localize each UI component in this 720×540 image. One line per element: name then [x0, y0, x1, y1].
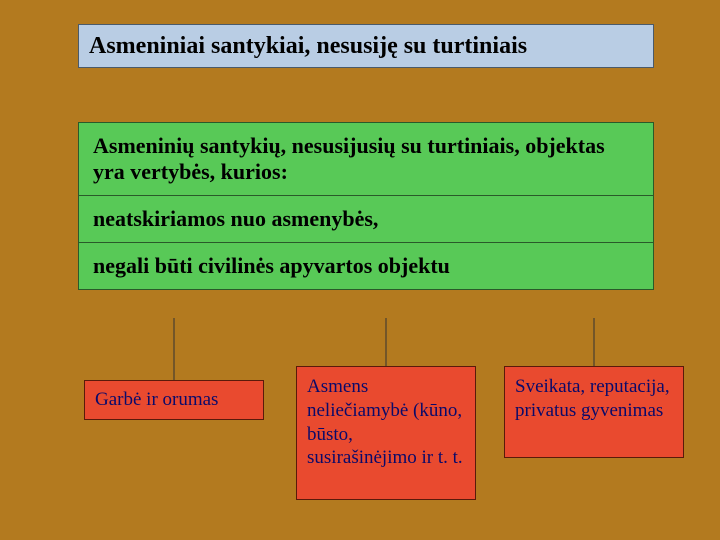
- definition-segment: Asmeninių santykių, nesusijusių su turti…: [79, 123, 653, 196]
- slide-title-text: Asmeniniai santykiai, nesusiję su turtin…: [89, 33, 527, 60]
- definition-text-2: neatskiriamos nuo asmenybės,: [93, 206, 378, 231]
- definition-box: Asmeninių santykių, nesusijusių su turti…: [78, 122, 654, 290]
- definition-text-1: Asmeninių santykių, nesusijusių su turti…: [93, 133, 605, 184]
- example-box-2: Asmens neliečiamybė (kūno, būsto, susira…: [296, 366, 476, 500]
- example-box-1: Garbė ir orumas: [84, 380, 264, 420]
- definition-text-3: negali būti civilinės apyvartos objektu: [93, 253, 450, 278]
- example-label-3: Sveikata, reputacija, privatus gyvenimas: [515, 376, 670, 421]
- example-label-2: Asmens neliečiamybė (kūno, būsto, susira…: [307, 376, 463, 468]
- example-box-3: Sveikata, reputacija, privatus gyvenimas: [504, 366, 684, 458]
- definition-segment: negali būti civilinės apyvartos objektu: [79, 243, 653, 289]
- slide-title: Asmeniniai santykiai, nesusiję su turtin…: [78, 24, 654, 68]
- definition-segment: neatskiriamos nuo asmenybės,: [79, 196, 653, 243]
- examples-row: Garbė ir orumas Asmens neliečiamybė (kūn…: [0, 366, 720, 506]
- example-label-1: Garbė ir orumas: [95, 388, 218, 412]
